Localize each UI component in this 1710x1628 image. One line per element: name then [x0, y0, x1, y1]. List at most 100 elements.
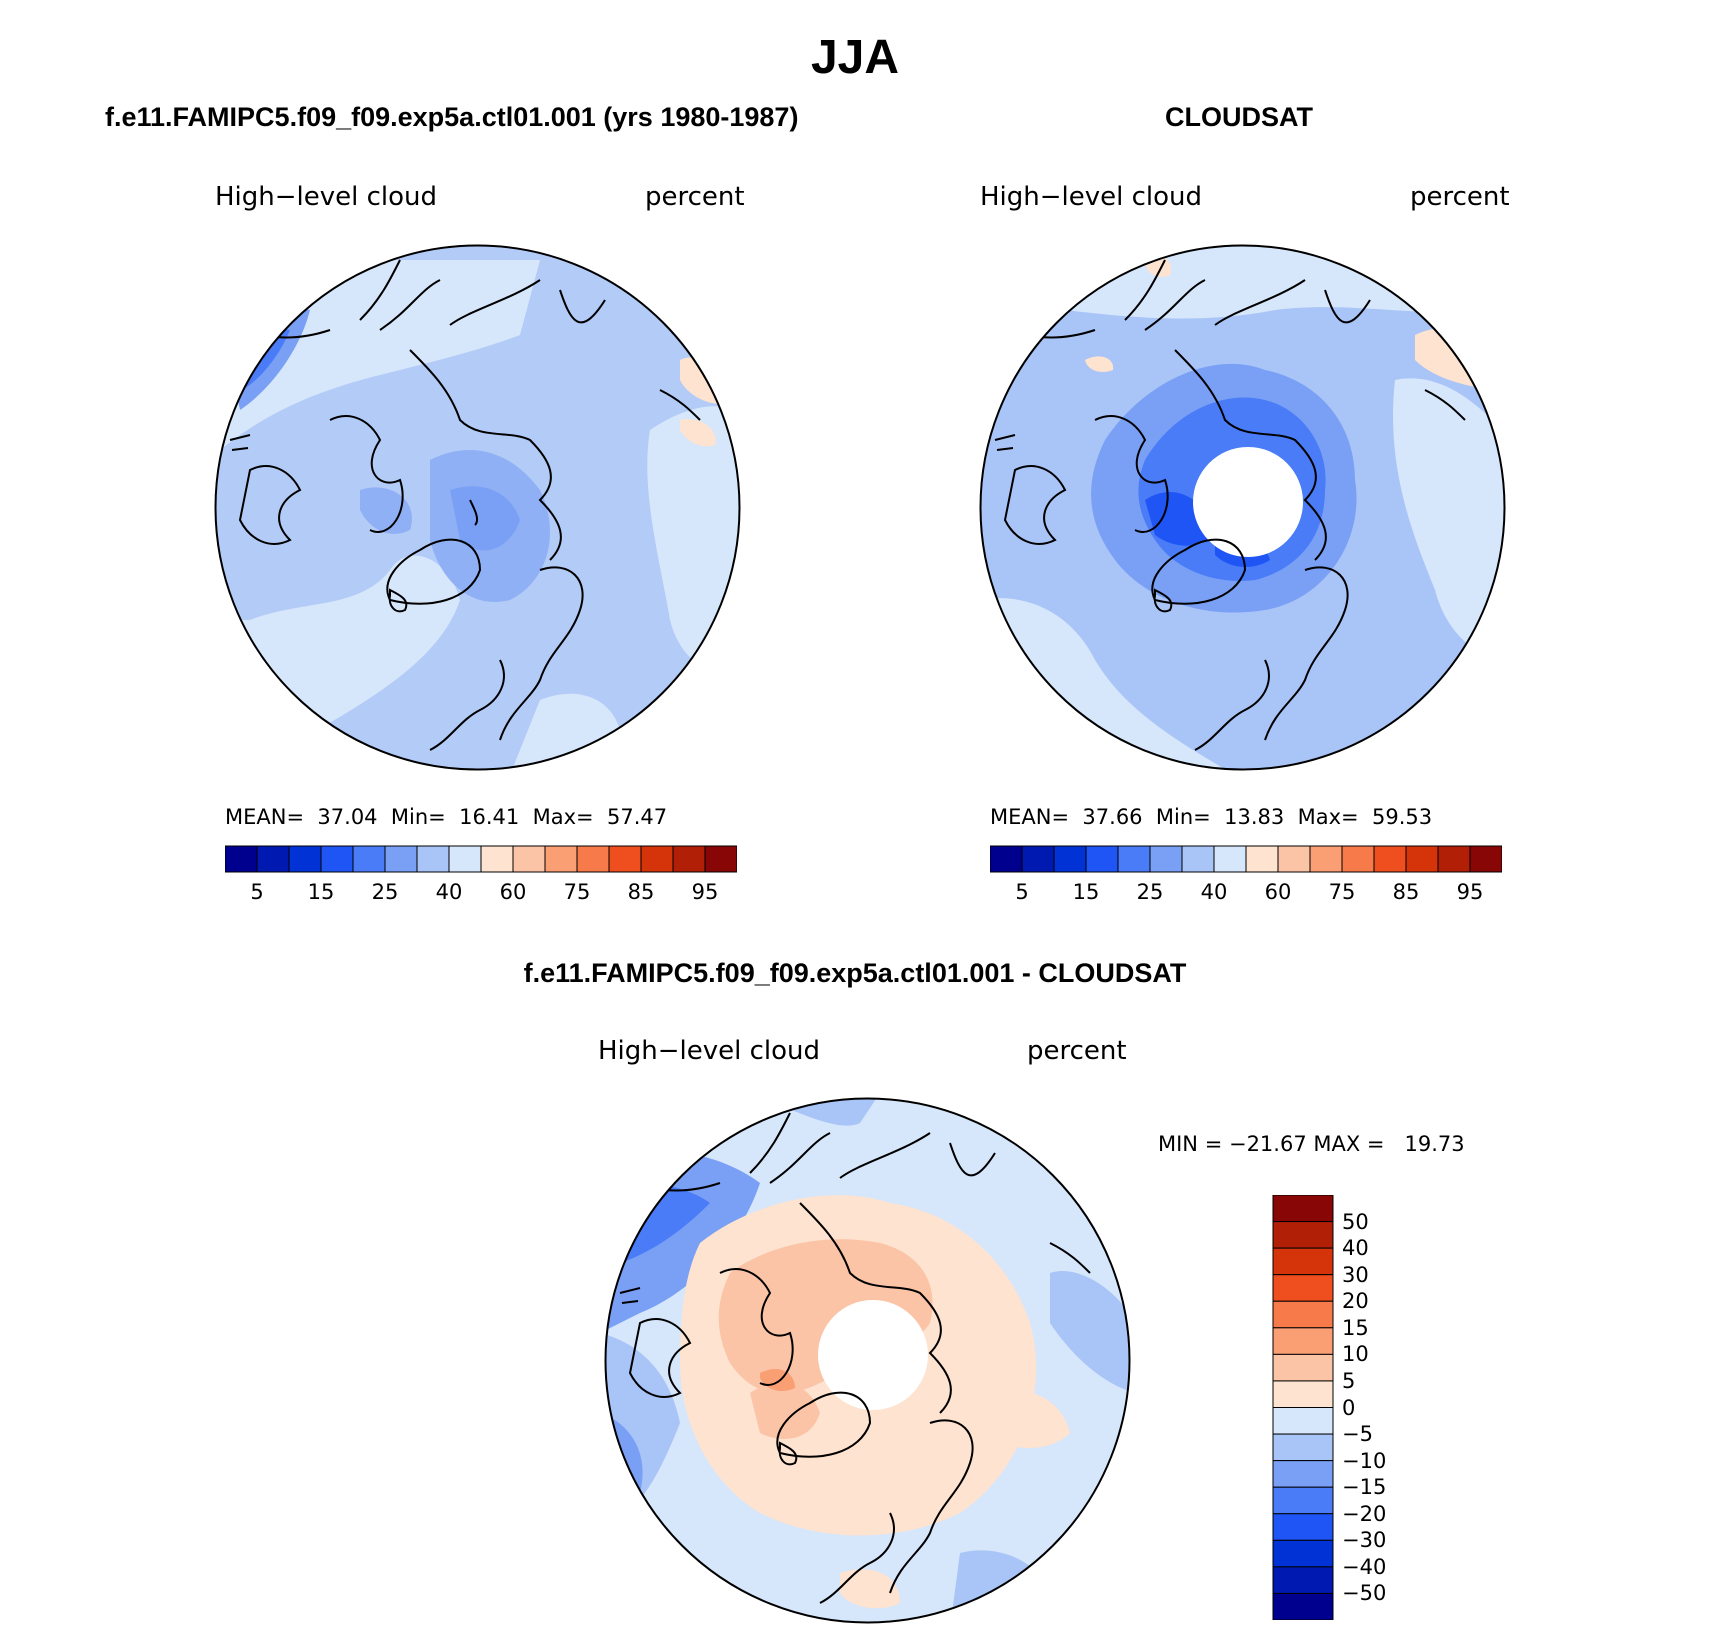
- diff-colorbar: [1272, 1195, 1334, 1620]
- obs-colorbar-tick-label: 25: [1136, 880, 1164, 904]
- diff-colorbar-tick-label: −40: [1342, 1554, 1387, 1579]
- obs-colorbar-swatch: [1341, 845, 1375, 873]
- diff-colorbar-tick-label: 5: [1342, 1368, 1356, 1393]
- obs-colorbar-tick-label: 95: [1456, 880, 1484, 904]
- model-colorbar-swatch: [225, 845, 258, 873]
- diff-colorbar-swatch: [1272, 1433, 1334, 1462]
- model-colorbar-tick-label: 25: [371, 880, 399, 904]
- model-colorbar-swatch: [384, 845, 418, 873]
- diff-colorbar-tick-label: −30: [1342, 1528, 1387, 1553]
- obs-polar-map: [979, 244, 1506, 771]
- model-polar-map: [214, 244, 741, 771]
- diff-colorbar-swatch: [1272, 1195, 1334, 1223]
- diff-colorbar-swatch: [1272, 1327, 1334, 1355]
- model-stats: MEAN= 37.04 Min= 16.41 Max= 57.47: [225, 805, 668, 829]
- obs-colorbar-swatch: [1021, 845, 1055, 873]
- diff-colorbar-tick-label: 0: [1342, 1395, 1356, 1420]
- diff-colorbar-tick-label: 10: [1342, 1342, 1369, 1367]
- model-colorbar-tick-label: 5: [250, 880, 264, 904]
- obs-panel-title: CLOUDSAT: [1165, 102, 1313, 132]
- model-colorbar-swatch: [608, 845, 642, 873]
- obs-colorbar-tick-label: 60: [1264, 880, 1292, 904]
- model-colorbar: [225, 845, 737, 873]
- obs-colorbar-swatch: [1149, 845, 1183, 873]
- diff-colorbar-swatch: [1272, 1380, 1334, 1408]
- model-colorbar-swatch: [512, 845, 546, 873]
- obs-colorbar-swatch: [1405, 845, 1439, 873]
- obs-colorbar-swatch: [1181, 845, 1215, 873]
- obs-colorbar-swatch: [1245, 845, 1279, 873]
- diff-colorbar-swatch: [1272, 1566, 1334, 1594]
- diff-colorbar-tick-label: −10: [1342, 1448, 1387, 1473]
- obs-colorbar-swatch: [990, 845, 1023, 873]
- obs-colorbar-swatch: [1085, 845, 1119, 873]
- diff-stats: MIN = −21.67 MAX = 19.73: [1158, 1132, 1465, 1156]
- diff-colorbar-labels: 50 40 30 20 15 10 5 0 −5 −10 −15 −20 −30 −40 −50: [1342, 1195, 1422, 1620]
- obs-colorbar-swatch: [1437, 845, 1471, 873]
- diff-colorbar-swatch: [1272, 1353, 1334, 1382]
- model-colorbar-tick-label: 60: [499, 880, 527, 904]
- obs-variable-label: High−level cloud: [980, 182, 1203, 212]
- obs-colorbar-tick-label: 75: [1328, 880, 1356, 904]
- model-colorbar-swatch: [480, 845, 514, 873]
- diff-colorbar-tick-label: 50: [1342, 1209, 1369, 1234]
- obs-colorbar-swatch: [1373, 845, 1407, 873]
- diff-colorbar-swatch: [1272, 1221, 1334, 1249]
- diff-colorbar-swatch: [1272, 1486, 1334, 1515]
- model-colorbar-swatch: [704, 845, 737, 873]
- obs-colorbar-tick-label: 40: [1200, 880, 1228, 904]
- model-colorbar-swatch: [576, 845, 610, 873]
- diff-colorbar-swatch: [1272, 1407, 1334, 1435]
- diff-colorbar-swatch: [1272, 1460, 1334, 1488]
- model-colorbar-tick-label: 85: [627, 880, 655, 904]
- model-units-label: percent: [645, 182, 745, 212]
- model-colorbar-labels: 5 15 25 40 60 75 85 95: [225, 880, 737, 910]
- model-colorbar-swatch: [448, 845, 482, 873]
- obs-colorbar-swatch: [1117, 845, 1151, 873]
- diff-colorbar-tick-label: 15: [1342, 1315, 1369, 1340]
- model-colorbar-swatch: [640, 845, 674, 873]
- model-colorbar-swatch: [256, 845, 290, 873]
- obs-colorbar-tick-label: 5: [1015, 880, 1029, 904]
- model-colorbar-tick-label: 40: [435, 880, 463, 904]
- diff-units-label: percent: [1027, 1036, 1127, 1066]
- diff-colorbar-tick-label: 40: [1342, 1236, 1369, 1261]
- model-colorbar-swatch: [672, 845, 706, 873]
- obs-colorbar-swatch: [1277, 845, 1311, 873]
- obs-stats: MEAN= 37.66 Min= 13.83 Max= 59.53: [990, 805, 1433, 829]
- model-colorbar-tick-label: 75: [563, 880, 591, 904]
- model-colorbar-swatch: [416, 845, 450, 873]
- diff-colorbar-swatch: [1272, 1513, 1334, 1541]
- obs-colorbar-labels: 5 15 25 40 60 75 85 95: [990, 880, 1502, 910]
- model-colorbar-swatch: [352, 845, 386, 873]
- diff-colorbar-swatch: [1272, 1274, 1334, 1302]
- model-variable-label: High−level cloud: [215, 182, 438, 212]
- model-colorbar-tick-label: 15: [307, 880, 335, 904]
- diff-colorbar-swatch: [1272, 1592, 1334, 1620]
- obs-colorbar-swatch: [1213, 845, 1247, 873]
- obs-colorbar-swatch: [1309, 845, 1343, 873]
- obs-colorbar-tick-label: 85: [1392, 880, 1420, 904]
- obs-colorbar-swatch: [1053, 845, 1087, 873]
- diff-colorbar-tick-label: −20: [1342, 1501, 1387, 1526]
- obs-units-label: percent: [1410, 182, 1510, 212]
- diff-colorbar-swatch: [1272, 1300, 1334, 1329]
- diff-colorbar-tick-label: −50: [1342, 1581, 1387, 1606]
- model-colorbar-swatch: [288, 845, 322, 873]
- diff-variable-label: High−level cloud: [598, 1036, 821, 1066]
- figure-title: JJA: [810, 31, 900, 84]
- model-colorbar-tick-label: 95: [691, 880, 719, 904]
- diff-colorbar-tick-label: 20: [1342, 1289, 1369, 1314]
- obs-colorbar: [990, 845, 1502, 873]
- model-panel-title: f.e11.FAMIPC5.f09_f09.exp5a.ctl01.001 (y…: [105, 102, 799, 132]
- model-colorbar-swatch: [544, 845, 578, 873]
- diff-colorbar-tick-label: −15: [1342, 1475, 1387, 1500]
- diff-colorbar-tick-label: 30: [1342, 1262, 1369, 1287]
- diff-colorbar-swatch: [1272, 1539, 1334, 1568]
- diff-polar-map: [604, 1097, 1131, 1624]
- diff-colorbar-tick-label: −5: [1342, 1422, 1373, 1447]
- obs-colorbar-tick-label: 15: [1072, 880, 1100, 904]
- model-colorbar-swatch: [320, 845, 354, 873]
- obs-colorbar-swatch: [1469, 845, 1502, 873]
- diff-panel-title: f.e11.FAMIPC5.f09_f09.exp5a.ctl01.001 - …: [523, 958, 1187, 988]
